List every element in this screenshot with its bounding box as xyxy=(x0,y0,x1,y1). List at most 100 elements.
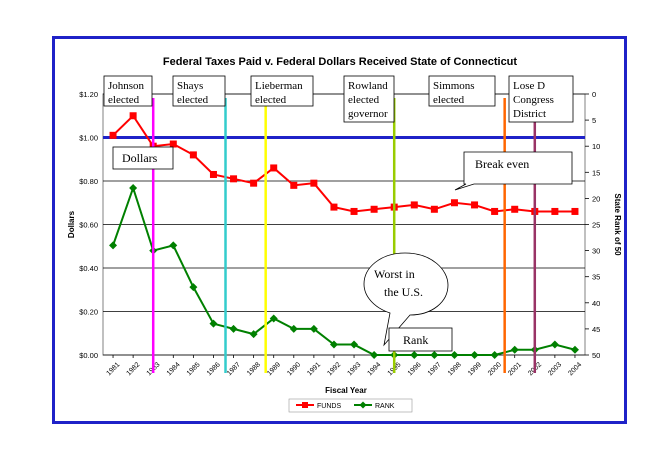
data-point-funds xyxy=(330,203,338,211)
data-point-rank xyxy=(289,324,298,333)
data-point-funds xyxy=(571,207,579,215)
data-point-rank xyxy=(490,351,499,359)
legend-swatch-marker xyxy=(359,401,367,409)
annotation-box xyxy=(508,75,574,123)
annotation-box xyxy=(428,75,496,107)
data-point-rank xyxy=(430,351,439,359)
x-tick-label: 1981 xyxy=(105,361,121,377)
legend-label: FUNDS xyxy=(317,403,341,410)
data-point-funds xyxy=(209,170,217,178)
annotation-label-line: elected xyxy=(255,94,287,106)
data-point-funds xyxy=(129,112,137,120)
annotation-label-line: elected xyxy=(348,94,380,106)
rank-callout-box xyxy=(388,327,453,352)
legend: FUNDS RANK xyxy=(288,398,413,413)
data-point-rank xyxy=(470,351,479,359)
annotation-box xyxy=(343,75,395,123)
data-point-funds xyxy=(551,207,559,215)
y2-tick-label: 40 xyxy=(592,299,600,308)
annotation-box xyxy=(250,75,314,107)
annotation-label-line: elected xyxy=(177,94,209,106)
data-point-rank xyxy=(570,345,579,354)
y-tick-label: $1.00 xyxy=(79,134,98,143)
data-point-rank xyxy=(129,183,138,192)
x-tick-label: 2000 xyxy=(487,361,503,377)
annotation-box xyxy=(172,75,226,107)
y2-tick-label: 15 xyxy=(592,168,600,177)
dollars-callout-label: Dollars xyxy=(122,151,158,165)
legend-label: RANK xyxy=(375,403,395,410)
data-point-funds xyxy=(430,205,438,213)
annotation-label-line: governor xyxy=(348,108,388,120)
plot-area: $0.00 $0.20 $0.40 $0.60 $0.80 $1.00 $1.20 0 5 10 1… xyxy=(79,75,600,413)
data-point-rank xyxy=(169,241,178,250)
data-point-funds xyxy=(410,201,418,209)
annotation-label: Simmons elected xyxy=(433,80,475,106)
data-point-funds xyxy=(491,207,499,215)
data-point-rank xyxy=(269,314,278,323)
data-point-rank xyxy=(209,319,218,328)
dollars-callout-box xyxy=(112,146,174,170)
x-tick-label: 1988 xyxy=(246,361,262,377)
y2-axis-label: State Rank of 50 xyxy=(613,193,622,256)
annotation-label-line: Lose D xyxy=(513,80,545,92)
data-point-funds xyxy=(290,181,298,189)
y2-tick-label: 10 xyxy=(592,142,600,151)
x-tick-label: 1996 xyxy=(407,361,423,377)
data-point-funds xyxy=(310,179,318,187)
y-tick-label: $0.00 xyxy=(79,351,98,360)
annotation-label-line: District xyxy=(513,108,546,120)
data-point-funds xyxy=(370,205,378,213)
x-tick-label: 1990 xyxy=(286,361,302,377)
x-tick-label: 1984 xyxy=(166,361,182,377)
annotation-label: Johnson elected xyxy=(108,80,145,106)
annotation-label: Rowland elected governor xyxy=(348,80,388,120)
worst-callout-line: the U.S. xyxy=(384,285,423,299)
data-point-funds xyxy=(471,201,479,209)
annotation-label: Lose D Congress District xyxy=(513,80,554,120)
annotation-label: Shays elected xyxy=(177,80,209,106)
data-point-funds xyxy=(270,164,278,172)
data-point-rank xyxy=(229,324,238,333)
y-tick-label: $0.80 xyxy=(79,177,98,186)
chart-title: Federal Taxes Paid v. Federal Dollars Re… xyxy=(163,56,517,68)
data-point-rank xyxy=(329,340,338,349)
x-tick-label: 1994 xyxy=(366,361,382,377)
data-point-funds xyxy=(250,179,258,187)
y2-tick-label: 45 xyxy=(592,325,600,334)
annotation-label-line: Rowland xyxy=(348,80,388,92)
y-tick-label: $0.60 xyxy=(79,221,98,230)
annotation-label-line: Lieberman xyxy=(255,80,303,92)
x-tick-label: 1991 xyxy=(306,361,322,377)
y2-tick-label: 5 xyxy=(592,116,596,125)
worst-callout-label: Worst in the U.S. xyxy=(374,267,423,299)
y2-tick-label: 50 xyxy=(592,351,600,360)
x-axis-label: Fiscal Year xyxy=(325,386,367,395)
data-point-rank xyxy=(189,283,198,292)
data-point-funds xyxy=(350,207,358,215)
x-tick-label: 1987 xyxy=(226,361,242,377)
rank-callout-label: Rank xyxy=(403,333,428,347)
y2-tick-label: 0 xyxy=(592,90,596,99)
data-point-funds xyxy=(450,199,458,207)
x-tick-label: 1999 xyxy=(467,361,483,377)
y-tick-label: $0.40 xyxy=(79,264,98,273)
annotation-label-line: elected xyxy=(108,94,140,106)
data-point-funds xyxy=(189,151,197,159)
annotation-label-line: elected xyxy=(433,94,465,106)
y2-tick-label: 30 xyxy=(592,247,600,256)
break-even-callout-label: Break even xyxy=(475,157,529,171)
annotation-label-line: Johnson xyxy=(108,80,145,92)
series-line-rank xyxy=(112,184,576,356)
data-point-rank xyxy=(550,340,559,349)
data-point-rank xyxy=(510,345,519,354)
y-tick-label: $1.20 xyxy=(79,90,98,99)
x-tick-label: 1997 xyxy=(427,361,443,377)
annotation-label-line: Shays xyxy=(177,80,203,92)
data-point-funds xyxy=(230,175,238,183)
x-tick-label: 2003 xyxy=(547,361,563,377)
y-axis-label: Dollars xyxy=(67,210,76,238)
x-tick-label: 1993 xyxy=(346,361,362,377)
y2-tick-label: 20 xyxy=(592,194,600,203)
